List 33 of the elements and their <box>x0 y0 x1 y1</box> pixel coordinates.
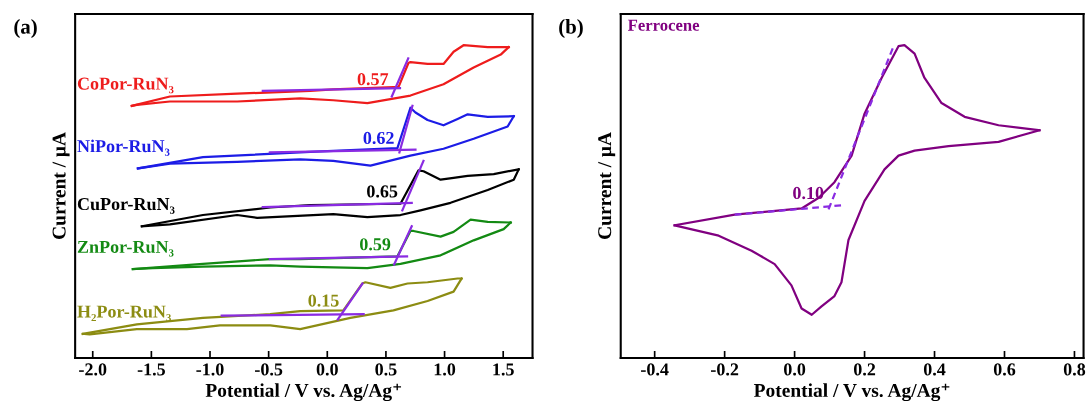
x-tick-label: 0.8 <box>1063 363 1086 376</box>
annotation: 0.59 <box>360 238 391 251</box>
series-label: H₂Por-RuN₃ <box>77 305 171 322</box>
x-tick-label: -0.2 <box>711 363 739 376</box>
x-axis-title: Potential / V vs. Ag/Ag⁺ <box>753 383 950 402</box>
y-axis-title: Current / μA <box>52 132 70 239</box>
y-axis-title: Current / μA <box>598 132 616 239</box>
x-tick-label: -0.5 <box>255 363 283 376</box>
annotation: 0.10 <box>793 186 824 200</box>
x-tick-label: 1.0 <box>434 363 456 376</box>
annotation: 0.57 <box>357 73 389 86</box>
x-tick-label: 0.2 <box>853 363 876 376</box>
x-tick-label: -2.0 <box>79 363 107 376</box>
x-tick-label: -0.4 <box>641 363 669 376</box>
annotation: 0.62 <box>363 131 394 145</box>
series-label: CuPor-RuN₃ <box>77 197 175 214</box>
x-tick-label: -1.5 <box>137 363 165 376</box>
x-tick-label: -1.0 <box>196 363 224 376</box>
series-label: ZnPor-RuN₃ <box>77 240 174 257</box>
x-tick-label: 0.6 <box>993 363 1016 376</box>
series-label: CoPor-RuN₃ <box>77 77 174 94</box>
annotation: 0.15 <box>308 294 339 307</box>
x-tick-label: 0.0 <box>784 363 806 376</box>
series-label: NiPor-RuN₃ <box>77 139 170 156</box>
x-tick-label: 0.0 <box>316 363 338 376</box>
text: Ferrocene <box>627 19 700 31</box>
x-axis-title: Potential / V vs. Ag/Ag⁺ <box>205 383 402 402</box>
x-tick-label: 0.4 <box>923 363 946 376</box>
chart-title: (a) <box>14 19 37 38</box>
chart-title: (b) <box>559 19 583 38</box>
x-tick-label: 0.5 <box>375 363 397 376</box>
annotation: 0.65 <box>367 185 398 198</box>
x-tick-label: 1.5 <box>493 363 514 376</box>
